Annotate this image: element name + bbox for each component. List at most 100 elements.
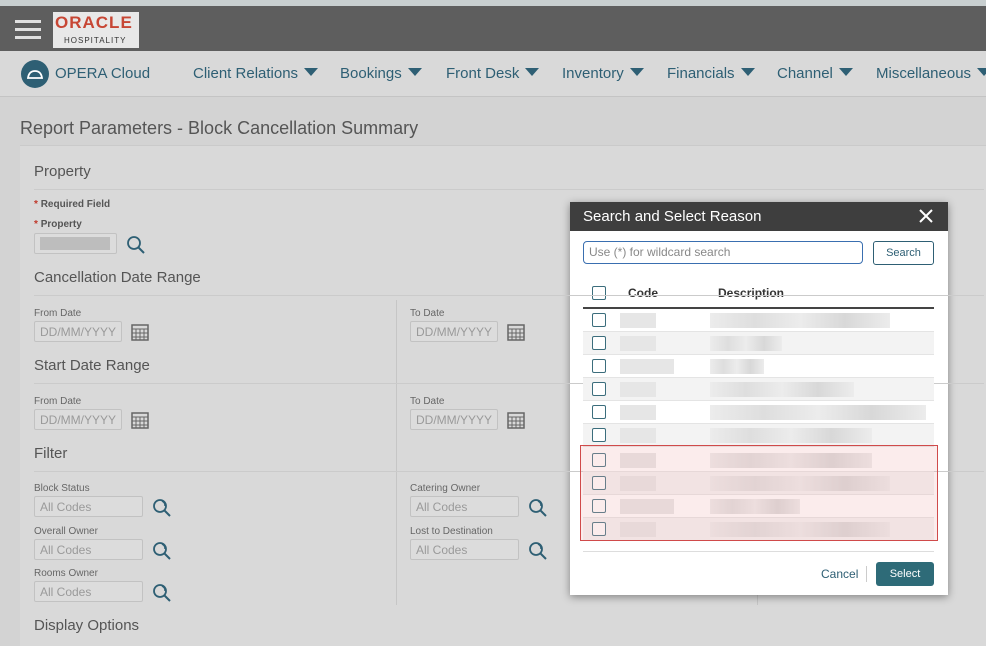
row-checkbox[interactable] [592, 522, 606, 536]
redacted-code [620, 499, 674, 514]
row-checkbox[interactable] [592, 336, 606, 350]
app-icon[interactable] [20, 59, 50, 89]
row-rule [583, 494, 934, 495]
select-button[interactable]: Select [876, 562, 934, 586]
header-rule [583, 307, 934, 309]
menu-icon[interactable] [15, 20, 41, 23]
calendar-icon[interactable] [130, 410, 150, 430]
top-bar [0, 6, 986, 51]
field-label-text: Property [40, 219, 82, 230]
row-checkbox[interactable] [592, 499, 606, 513]
field-label: From Date [34, 308, 82, 319]
field-label: Lost to Destination [410, 526, 493, 537]
cancel-link[interactable]: Cancel [821, 567, 859, 581]
field-label: Rooms Owner [34, 568, 98, 579]
redacted-code [620, 428, 656, 443]
row-checkbox[interactable] [592, 428, 606, 442]
field-label: To Date [410, 396, 445, 407]
logo-text: ORACLE [55, 13, 133, 32]
code-input[interactable]: All Codes [34, 496, 143, 517]
menu-icon[interactable] [15, 28, 41, 31]
required-text: Required Field [40, 199, 111, 210]
logo-subtext: HOSPITALITY [64, 36, 127, 45]
field-label: Block Status [34, 483, 90, 494]
code-input[interactable]: All Codes [34, 581, 143, 602]
section-heading: Start Date Range [34, 357, 150, 374]
lookup-icon[interactable] [152, 541, 172, 561]
date-input[interactable]: DD/MM/YYYY [34, 321, 122, 342]
row-rule [583, 354, 934, 355]
field-label: From Date [34, 396, 82, 407]
search-input[interactable]: Use (*) for wildcard search [583, 241, 863, 264]
redacted-description [710, 405, 926, 420]
redacted-description [710, 428, 872, 443]
field-label: * Property [34, 219, 82, 230]
redacted-code [620, 336, 656, 351]
nav-menu[interactable]: Inventory [562, 65, 644, 82]
date-input[interactable]: DD/MM/YYYY [34, 409, 122, 430]
divider [34, 383, 984, 384]
calendar-icon[interactable] [130, 322, 150, 342]
row-checkbox[interactable] [592, 313, 606, 327]
row-rule [583, 400, 934, 401]
divider [34, 471, 984, 472]
row-checkbox[interactable] [592, 453, 606, 467]
redacted-description [710, 453, 872, 468]
lookup-icon[interactable] [152, 583, 172, 603]
select-all-checkbox[interactable] [592, 286, 606, 300]
code-input[interactable]: All Codes [410, 539, 519, 560]
section-heading: Cancellation Date Range [34, 269, 201, 286]
dialog-title: Search and Select Reason [583, 208, 762, 225]
nav-menu[interactable]: Front Desk [446, 65, 539, 82]
separator [866, 566, 867, 582]
date-input[interactable]: DD/MM/YYYY [410, 409, 498, 430]
app-name[interactable]: OPERA Cloud [55, 65, 151, 82]
lookup-icon[interactable] [152, 498, 172, 518]
page-title: Report Parameters - Block Cancellation S… [20, 118, 419, 138]
redacted-description [710, 313, 890, 328]
calendar-icon[interactable] [506, 410, 526, 430]
section-heading: Filter [34, 445, 68, 462]
date-input[interactable]: DD/MM/YYYY [410, 321, 498, 342]
required-note: * Required Field [34, 199, 110, 210]
top-strip [0, 0, 986, 6]
lookup-icon[interactable] [528, 498, 548, 518]
close-button[interactable] [918, 208, 934, 224]
footer-rule [583, 551, 934, 552]
code-input[interactable]: All Codes [34, 539, 143, 560]
redacted-code [620, 476, 656, 491]
redacted-code [620, 313, 656, 328]
row-rule [583, 331, 934, 332]
lookup-icon[interactable] [528, 541, 548, 561]
nav-menu[interactable]: Client Relations [193, 65, 318, 82]
redacted-code [620, 405, 656, 420]
search-button[interactable]: Search [873, 241, 934, 265]
nav-menu[interactable]: Channel [777, 65, 853, 82]
row-rule [583, 517, 934, 518]
redacted-description [710, 522, 890, 537]
row-checkbox[interactable] [592, 382, 606, 396]
menu-icon[interactable] [15, 36, 41, 39]
redacted-description [710, 359, 764, 374]
row-checkbox[interactable] [592, 476, 606, 490]
redacted-code [620, 359, 674, 374]
dialog-header [570, 202, 948, 231]
divider [34, 295, 984, 296]
column-header: Description [718, 286, 785, 300]
column-header: Code [628, 286, 658, 300]
code-input[interactable]: All Codes [410, 496, 519, 517]
logo [53, 12, 139, 48]
section-heading: Property [34, 163, 91, 180]
row-checkbox[interactable] [592, 405, 606, 419]
lookup-icon[interactable] [126, 235, 146, 255]
row-checkbox[interactable] [592, 359, 606, 373]
redacted-description [710, 382, 854, 397]
highlight-box [580, 445, 938, 541]
calendar-icon[interactable] [506, 322, 526, 342]
field-label: To Date [410, 308, 445, 319]
nav-menu[interactable]: Bookings [340, 65, 422, 82]
nav-menu[interactable]: Financials [667, 65, 755, 82]
nav-menu[interactable]: Miscellaneous [876, 65, 986, 82]
required-marker: * [34, 219, 38, 230]
